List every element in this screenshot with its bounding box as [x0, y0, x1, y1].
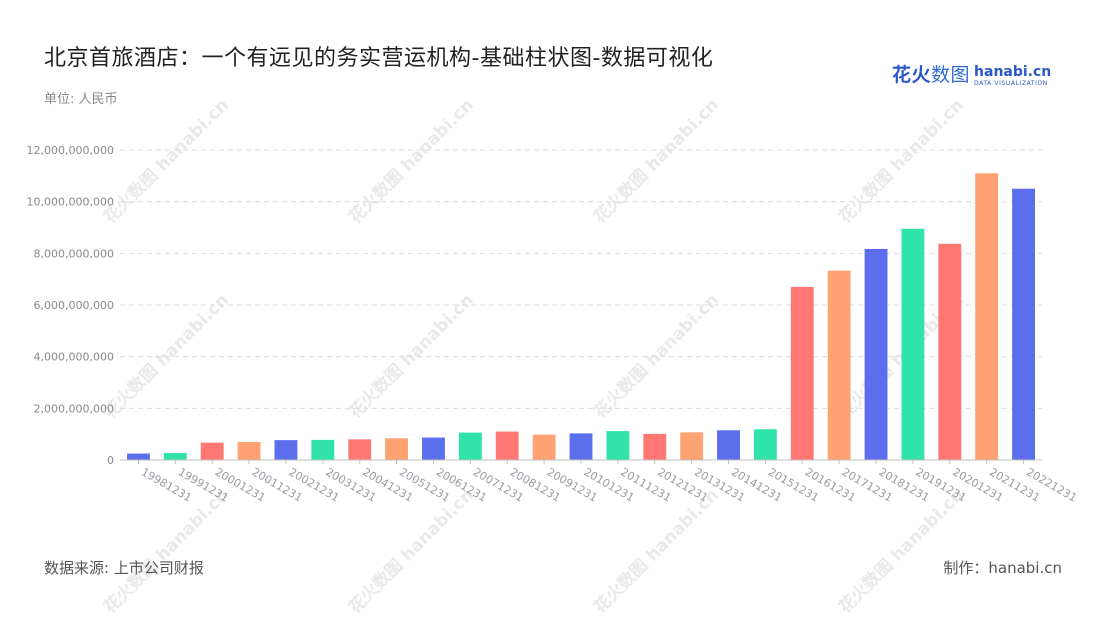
logo-en-text: hanabi.cn: [974, 64, 1052, 80]
watermark-text: 花火数图 hanabi.cn: [99, 94, 232, 227]
watermark-text: 花火数图 hanabi.cn: [99, 289, 232, 422]
logo-cn-light: 数图: [931, 64, 971, 86]
bar: [127, 453, 150, 460]
y-tick-label: 12,000,000,000: [27, 144, 114, 157]
bar: [975, 173, 999, 460]
bar: [753, 429, 777, 460]
watermark-text: 花火数图 hanabi.cn: [589, 289, 722, 422]
watermark-text: 花火数图 hanabi.cn: [344, 94, 477, 227]
y-tick-label: 8,000,000,000: [34, 247, 114, 260]
bar: [422, 437, 445, 460]
bar: [495, 431, 519, 460]
bar: [1012, 188, 1035, 460]
bar: [717, 430, 740, 460]
x-axis-layer: 1998123119991231200012312001123120021231…: [120, 459, 1079, 505]
bar: [458, 432, 482, 460]
watermark-text: 花火数图 hanabi.cn: [589, 484, 722, 617]
chart-title: 北京首旅酒店：一个有远见的务实营运机构-基础柱状图-数据可视化: [44, 46, 714, 71]
logo-cn-main: 花火: [892, 64, 932, 86]
bar: [348, 439, 372, 460]
bar: [790, 286, 814, 460]
bar: [643, 433, 667, 460]
bar: [274, 440, 298, 460]
bar: [827, 270, 851, 460]
bar: [901, 228, 925, 460]
bar: [938, 243, 962, 460]
watermark-text: 花火数图 hanabi.cn: [834, 94, 967, 227]
bar: [237, 441, 261, 460]
y-tick-label: 6,000,000,000: [34, 299, 114, 312]
bar: [200, 442, 224, 460]
bar: [680, 432, 704, 460]
bar: [606, 431, 630, 460]
y-tick-label: 0: [107, 454, 114, 467]
y-tick-label: 4,000,000,000: [34, 351, 114, 364]
watermark-text: 花火数图 hanabi.cn: [344, 289, 477, 422]
maker-credit: 制作：hanabi.cn: [943, 559, 1062, 577]
bar: [864, 248, 888, 460]
unit-label: 单位: 人民币: [44, 92, 118, 107]
y-tick-label: 10,000,000,000: [27, 196, 114, 209]
watermark-text: 花火数图 hanabi.cn: [99, 484, 232, 617]
logo-cn-text: 花火数图: [892, 60, 970, 87]
bar: [311, 439, 335, 460]
logo-en: hanabi.cn DATA VISUALIZATION: [974, 65, 1051, 87]
data-source: 数据来源: 上市公司财报: [44, 559, 204, 577]
bar: [532, 434, 556, 460]
watermark-text: 花火数图 hanabi.cn: [834, 484, 967, 617]
bar: [385, 438, 409, 460]
watermark-text: 花火数图 hanabi.cn: [344, 484, 477, 617]
bar: [163, 453, 187, 460]
brand-logo: 花火数图 hanabi.cn DATA VISUALIZATION: [892, 60, 1051, 87]
y-tick-label: 2,000,000,000: [34, 402, 114, 415]
bars-layer: [127, 173, 1035, 460]
grid-layer: 0 2,000,000,000 4,000,000,000 6,000,000,000…: [27, 144, 1042, 467]
bar: [569, 433, 593, 460]
logo-en-sub: DATA VISUALIZATION: [974, 80, 1048, 87]
watermark-text: 花火数图 hanabi.cn: [589, 94, 722, 227]
